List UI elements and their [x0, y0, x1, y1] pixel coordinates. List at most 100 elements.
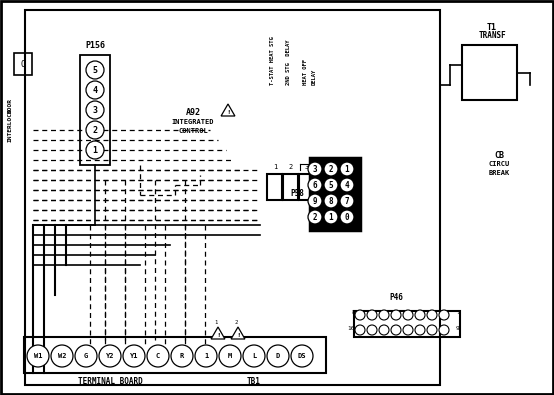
Polygon shape [221, 104, 235, 116]
Text: 1: 1 [345, 164, 350, 173]
Text: M: M [228, 353, 232, 359]
Circle shape [308, 210, 322, 224]
Circle shape [340, 162, 354, 176]
Text: W1: W1 [34, 353, 42, 359]
Text: 1: 1 [93, 145, 98, 154]
Text: C: C [156, 353, 160, 359]
Text: !: ! [227, 110, 229, 115]
Circle shape [340, 194, 354, 208]
Text: 1: 1 [204, 353, 208, 359]
Circle shape [367, 325, 377, 335]
Circle shape [391, 310, 401, 320]
Circle shape [308, 194, 322, 208]
Text: R: R [180, 353, 184, 359]
Circle shape [415, 325, 425, 335]
Circle shape [367, 310, 377, 320]
Text: Y1: Y1 [130, 353, 138, 359]
Circle shape [379, 325, 389, 335]
Text: CB: CB [494, 150, 504, 160]
Text: !: ! [217, 333, 219, 338]
Circle shape [243, 345, 265, 367]
Circle shape [403, 310, 413, 320]
Text: 5: 5 [93, 66, 98, 75]
Circle shape [86, 141, 104, 159]
Circle shape [267, 345, 289, 367]
Bar [299, 174, 314, 200]
Text: DOOR: DOOR [8, 98, 13, 113]
Text: 3: 3 [93, 105, 98, 115]
Text: CONTROL: CONTROL [178, 128, 208, 134]
Text: L: L [252, 353, 256, 359]
Circle shape [340, 178, 354, 192]
Text: 1: 1 [329, 213, 334, 222]
Text: 5: 5 [329, 181, 334, 190]
Bar [14, 53, 32, 75]
Circle shape [99, 345, 121, 367]
Circle shape [86, 61, 104, 79]
Circle shape [324, 178, 338, 192]
Text: DELAY: DELAY [311, 69, 316, 85]
Text: 1: 1 [214, 320, 218, 325]
Text: 9: 9 [456, 325, 460, 331]
Text: 1: 1 [273, 164, 277, 170]
Text: 2: 2 [93, 126, 98, 135]
Circle shape [75, 345, 97, 367]
Circle shape [86, 81, 104, 99]
Text: 8: 8 [351, 310, 355, 316]
Text: DS: DS [297, 353, 306, 359]
Text: P58: P58 [290, 188, 304, 198]
Polygon shape [231, 327, 245, 339]
Bar [25, 10, 440, 385]
Text: 3: 3 [305, 164, 309, 170]
Text: 8: 8 [329, 196, 334, 205]
Text: Y2: Y2 [106, 353, 114, 359]
Circle shape [439, 310, 449, 320]
Text: O: O [20, 60, 25, 68]
Text: 2: 2 [329, 164, 334, 173]
Text: TRANSF: TRANSF [478, 30, 506, 40]
Bar [267, 174, 282, 200]
Circle shape [51, 345, 73, 367]
Circle shape [86, 101, 104, 119]
Circle shape [403, 325, 413, 335]
Text: TB1: TB1 [247, 378, 261, 386]
Text: T1: T1 [487, 23, 497, 32]
Circle shape [415, 310, 425, 320]
Text: A92: A92 [186, 107, 201, 117]
Bar [310, 158, 360, 230]
Text: 9: 9 [312, 196, 317, 205]
Circle shape [27, 345, 49, 367]
Text: 2ND STG  DELAY: 2ND STG DELAY [285, 40, 290, 85]
Text: !: ! [237, 333, 239, 338]
Text: 2: 2 [234, 320, 238, 325]
Bar [80, 55, 110, 165]
Circle shape [355, 325, 365, 335]
Circle shape [86, 121, 104, 139]
Circle shape [355, 310, 365, 320]
Text: INTEGRATED: INTEGRATED [172, 119, 214, 125]
Circle shape [308, 162, 322, 176]
Text: P156: P156 [85, 41, 105, 50]
Circle shape [324, 210, 338, 224]
Bar [354, 311, 460, 337]
Text: 3: 3 [312, 164, 317, 173]
Circle shape [439, 325, 449, 335]
Bar [462, 45, 517, 100]
Bar [283, 174, 298, 200]
Text: TERMINAL BOARD: TERMINAL BOARD [78, 378, 142, 386]
Circle shape [427, 310, 437, 320]
Polygon shape [211, 327, 225, 339]
Circle shape [171, 345, 193, 367]
Circle shape [195, 345, 217, 367]
Text: 16: 16 [347, 325, 355, 331]
Text: 4: 4 [321, 164, 325, 170]
Text: W2: W2 [58, 353, 66, 359]
Text: T-STAT HEAT STG: T-STAT HEAT STG [269, 36, 274, 85]
Text: G: G [84, 353, 88, 359]
Bar [24, 337, 326, 373]
Text: 4: 4 [93, 85, 98, 94]
Circle shape [379, 310, 389, 320]
Circle shape [391, 325, 401, 335]
Text: 6: 6 [312, 181, 317, 190]
Text: 2: 2 [289, 164, 293, 170]
